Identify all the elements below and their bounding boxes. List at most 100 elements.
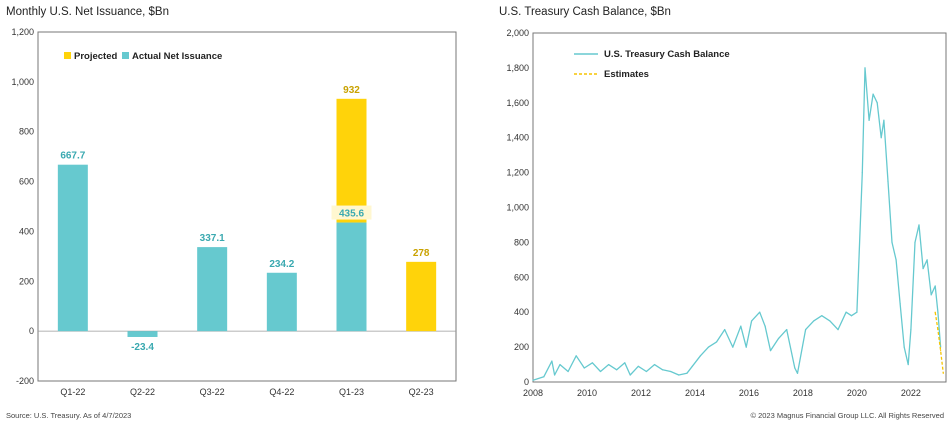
chart-title-cash-balance: U.S. Treasury Cash Balance, $Bn: [499, 6, 671, 18]
cash-balance-point: [918, 224, 920, 226]
cash-balance-point: [864, 67, 866, 69]
cash-balance-point: [607, 363, 610, 366]
x-tick-label: Q1-22: [60, 387, 85, 397]
legend-box: [568, 44, 730, 86]
cash-balance-point: [745, 346, 747, 348]
x-tick-label: 2010: [577, 388, 597, 398]
cash-balance-point: [661, 369, 664, 371]
copyright-note: © 2023 Magnus Financial Group LLC. All R…: [750, 411, 944, 420]
plot-frame: [532, 32, 947, 383]
x-tick-label: 2016: [739, 388, 759, 398]
cash-balance-point: [616, 369, 618, 371]
cash-balance-point: [740, 325, 742, 327]
cash-balance-line: [532, 67, 942, 381]
x-tick-label: 2008: [523, 388, 543, 398]
y-tick-label: 1,200: [506, 168, 529, 178]
cash-balance-point: [914, 241, 916, 243]
cash-balance-point: [553, 374, 556, 376]
x-tick-label: Q1-23: [339, 387, 364, 397]
cash-balance-point: [937, 311, 939, 313]
source-note: Source: U.S. Treasury. As of 4/7/2023: [6, 411, 132, 420]
cash-balance-point: [868, 119, 870, 121]
cash-balance-point: [922, 267, 924, 270]
cash-balance-point: [856, 311, 858, 313]
actual-bar: [336, 222, 367, 332]
actual-data-label: -23.4: [131, 342, 154, 353]
y-tick-label: 600: [514, 272, 529, 282]
cash-balance-point: [934, 285, 936, 287]
cash-balance-point: [707, 346, 710, 348]
cash-balance-point: [699, 355, 701, 357]
data-label-bg: [331, 205, 372, 220]
projected-bar: [336, 98, 367, 223]
cash-balance-point: [715, 341, 718, 343]
cash-balance-point: [887, 180, 889, 182]
x-tick-label: 2020: [847, 388, 867, 398]
plot-frame: [37, 31, 457, 382]
cash-balance-point: [861, 172, 863, 174]
cash-balance-point: [575, 355, 577, 357]
y-tick-label: 800: [19, 127, 34, 137]
cash-balance-point: [883, 119, 885, 121]
cash-balance-point: [532, 379, 534, 381]
cash-balance-point: [732, 346, 734, 348]
estimates-point: [934, 311, 936, 313]
cash-balance-point: [845, 311, 847, 313]
x-tick-label: 2018: [793, 388, 813, 398]
actual-data-label: 435.6: [339, 209, 364, 220]
legend-label-estimates: Estimates: [604, 69, 649, 80]
cash-balance-point: [769, 349, 772, 352]
cash-balance-point: [645, 370, 647, 373]
legend-swatch-projected: [64, 52, 71, 59]
data-label-bg: [338, 82, 365, 96]
cash-balance-point: [829, 320, 831, 322]
y-tick-label: 0: [29, 326, 34, 336]
y-tick-label: 600: [19, 177, 34, 187]
estimates-line: [934, 312, 944, 374]
cash-balance-point: [691, 365, 693, 367]
actual-bar: [197, 247, 228, 332]
projected-data-label: 932: [343, 85, 360, 96]
cash-balance-point: [850, 315, 853, 317]
cash-balance-point: [880, 137, 882, 139]
cash-balance-point: [907, 363, 909, 366]
estimates-point: [937, 329, 939, 331]
cash-balance-point: [910, 329, 912, 331]
x-tick-label: Q4-22: [269, 387, 294, 397]
cash-balance-point: [637, 365, 639, 367]
cash-balance-point: [796, 372, 799, 374]
y-tick-label: 200: [514, 342, 529, 352]
y-tick-label: 400: [514, 307, 529, 317]
cash-balance-point: [567, 370, 569, 373]
cash-balance-point: [821, 315, 823, 317]
x-tick-label: 2022: [901, 388, 921, 398]
actual-data-label: 667.7: [60, 151, 85, 162]
x-tick-label: Q2-23: [409, 387, 434, 397]
projected-data-label: 278: [413, 248, 430, 259]
cash-balance-point: [551, 360, 553, 362]
y-tick-label: 400: [19, 226, 34, 236]
y-tick-label: 1,200: [11, 27, 34, 37]
estimates-point: [942, 372, 944, 374]
y-tick-label: 1,600: [506, 98, 529, 108]
y-tick-label: 1,000: [506, 203, 529, 213]
cash-balance-point: [653, 363, 656, 366]
legend-label-actual: Actual Net Issuance: [132, 51, 222, 62]
cash-balance-point: [786, 329, 788, 331]
y-tick-label: 1,400: [506, 133, 529, 143]
y-tick-label: 2,000: [506, 28, 529, 38]
cash-balance-point: [686, 372, 688, 374]
x-tick-label: 2012: [631, 388, 651, 398]
cash-balance-point: [805, 329, 807, 331]
cash-balance-point: [813, 320, 815, 322]
y-tick-label: 800: [514, 237, 529, 247]
cash-balance-point: [670, 370, 672, 373]
y-tick-label: 1,800: [506, 63, 529, 73]
cash-balance-point: [903, 346, 905, 348]
actual-bar: [266, 272, 297, 332]
cash-balance-point: [751, 320, 753, 322]
cash-balance-point: [895, 259, 897, 261]
estimates-point: [940, 349, 942, 352]
